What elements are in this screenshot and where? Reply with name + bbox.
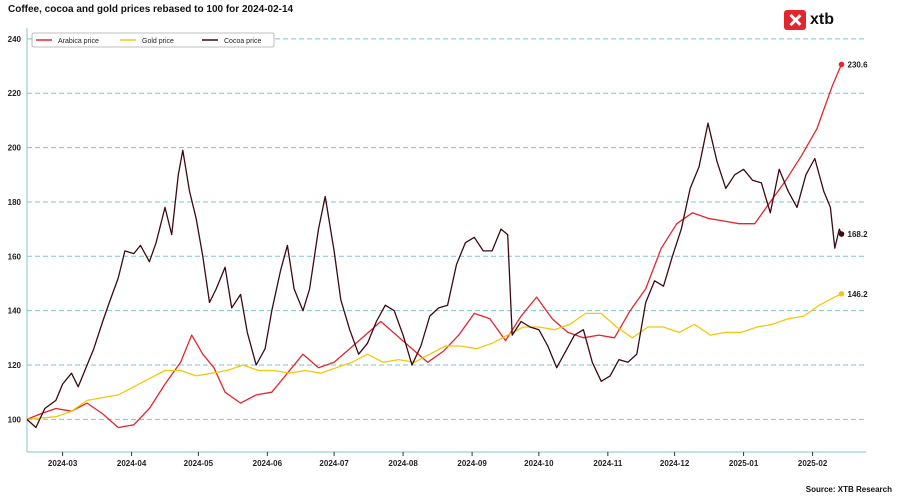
series-end-marker	[838, 291, 845, 297]
y-tick-label: 240	[8, 35, 22, 44]
x-tick-label: 2024-09	[457, 459, 487, 468]
x-tick-label: 2024-08	[388, 459, 418, 468]
x-tick-label: 2024-11	[593, 459, 622, 468]
y-tick-label: 100	[8, 415, 22, 424]
x-tick-label: 2024-12	[660, 459, 690, 468]
x-tick-label: 2024-07	[319, 459, 349, 468]
series-end-marker	[838, 61, 845, 68]
xtb-logo-text: xtb	[810, 11, 834, 28]
legend-label: Cocoa price	[224, 38, 261, 45]
legend-label: Arabica price	[58, 38, 99, 45]
x-tick-label: 2025-01	[729, 459, 759, 468]
legend-label: Gold price	[142, 38, 174, 45]
series-end-label: 146.2	[848, 290, 869, 299]
y-tick-label: 140	[8, 307, 22, 316]
y-tick-label: 180	[8, 198, 22, 207]
series-line-cocoa-price	[26, 122, 843, 429]
x-tick-label: 2024-10	[524, 459, 554, 468]
series-line-arabica-price	[26, 64, 843, 429]
legend: Arabica price Gold price Cocoa price	[31, 32, 275, 48]
chart-title: Coffee, cocoa and gold prices rebased to…	[8, 4, 294, 15]
series-end-label: 230.6	[848, 60, 869, 69]
series-line-gold-price	[26, 293, 842, 421]
x-tick-label: 2024-05	[184, 459, 214, 468]
y-tick-label: 120	[8, 361, 22, 370]
x-tick-label: 2024-06	[253, 459, 283, 468]
y-tick-label: 220	[8, 89, 22, 98]
x-tick-label: 2025-02	[798, 459, 828, 468]
xtb-logo-icon	[784, 10, 806, 30]
legend-box	[31, 32, 275, 48]
series-end-label: 168.2	[848, 230, 869, 239]
y-tick-label: 200	[8, 144, 22, 153]
source-note: Source: XTB Research	[805, 485, 892, 494]
x-tick-label: 2024-04	[117, 459, 147, 468]
series-end-marker	[838, 231, 845, 237]
y-tick-label: 160	[8, 252, 22, 261]
xtb-logo: xtb	[784, 10, 834, 30]
x-tick-label: 2024-03	[48, 459, 78, 468]
